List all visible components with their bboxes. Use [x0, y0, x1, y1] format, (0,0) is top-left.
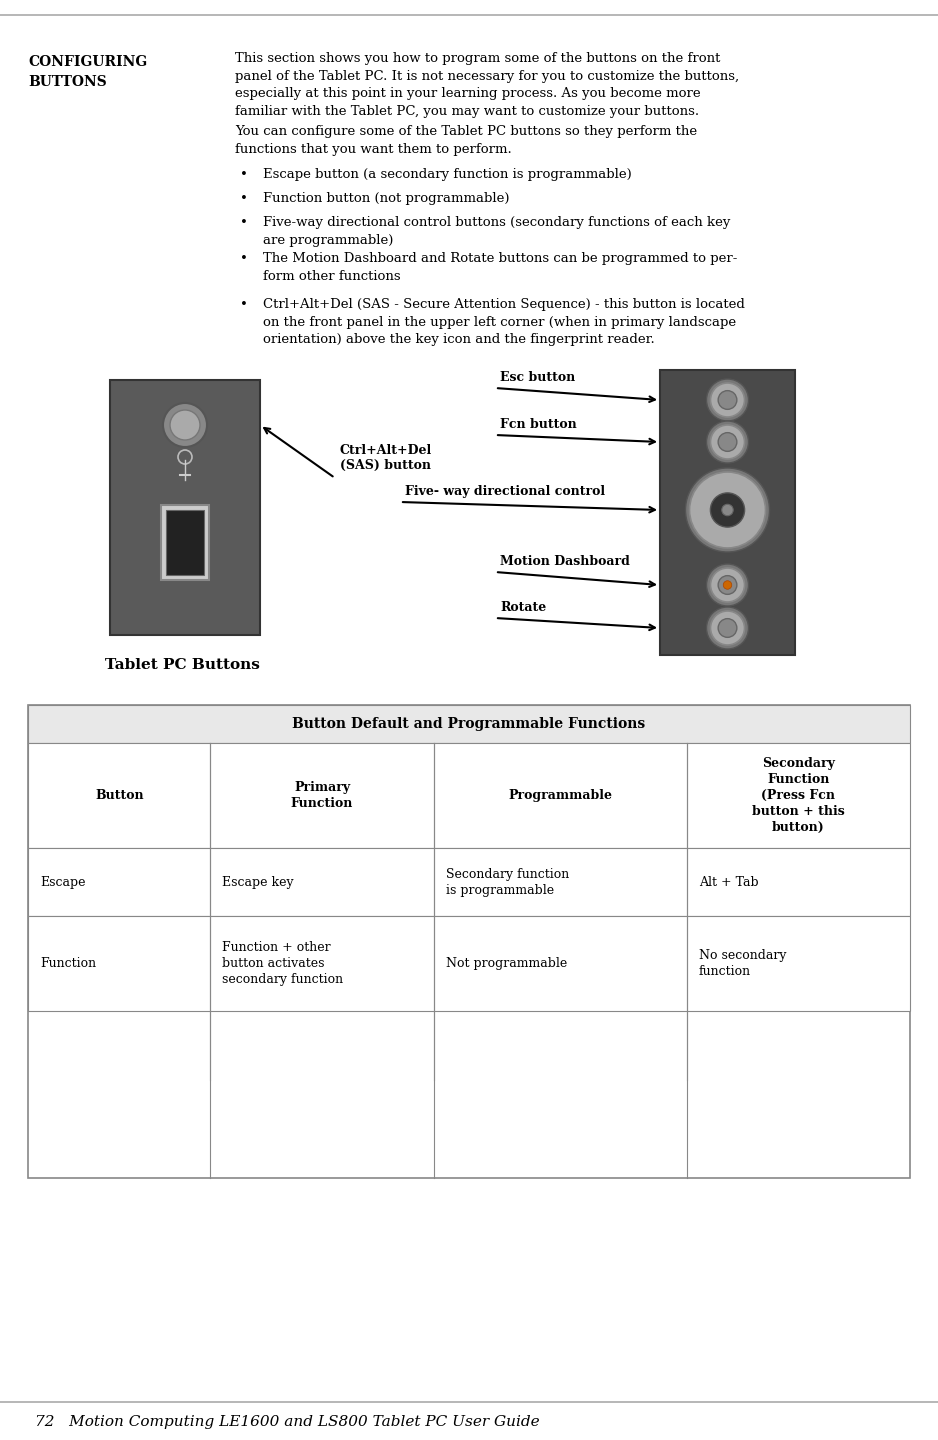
Text: Primary
Function: Primary Function: [291, 780, 354, 809]
Bar: [28, 916, 910, 1011]
Circle shape: [710, 567, 745, 602]
Text: CONFIGURING: CONFIGURING: [28, 55, 147, 69]
Text: Button: Button: [95, 789, 144, 802]
Text: Rotate: Rotate: [500, 600, 546, 613]
Circle shape: [723, 580, 732, 589]
Text: •: •: [240, 252, 248, 265]
Text: Alt + Tab: Alt + Tab: [699, 876, 759, 888]
Text: Escape key: Escape key: [222, 876, 295, 888]
Circle shape: [710, 383, 745, 418]
Circle shape: [710, 611, 745, 645]
Circle shape: [689, 472, 765, 549]
Text: •: •: [240, 298, 248, 311]
Text: Not programmable: Not programmable: [446, 958, 567, 971]
Text: Button Default and Programmable Functions: Button Default and Programmable Function…: [293, 717, 645, 732]
Text: Motion Dashboard: Motion Dashboard: [500, 554, 630, 567]
Text: Five-way directional control buttons (secondary functions of each key
are progra: Five-way directional control buttons (se…: [263, 216, 731, 246]
Circle shape: [706, 379, 749, 420]
Circle shape: [706, 608, 749, 649]
Text: •: •: [240, 168, 248, 181]
Text: 72   Motion Computing LE1600 and LS800 Tablet PC User Guide: 72 Motion Computing LE1600 and LS800 Tab…: [35, 1416, 539, 1428]
Circle shape: [710, 492, 745, 527]
Circle shape: [706, 564, 749, 606]
Text: Fcn button: Fcn button: [500, 418, 577, 431]
Text: Function button (not programmable): Function button (not programmable): [263, 192, 509, 204]
Text: The Motion Dashboard and Rotate buttons can be programmed to per-
form other fun: The Motion Dashboard and Rotate buttons …: [263, 252, 737, 282]
Text: This section shows you how to program some of the buttons on the front
panel of : This section shows you how to program so…: [235, 52, 739, 118]
Circle shape: [719, 432, 737, 451]
Text: You can configure some of the Tablet PC buttons so they perform the
functions th: You can configure some of the Tablet PC …: [235, 125, 697, 156]
Text: Tablet PC Buttons: Tablet PC Buttons: [105, 658, 260, 672]
Text: •: •: [240, 216, 248, 229]
Text: •: •: [240, 192, 248, 204]
Circle shape: [706, 420, 749, 464]
Bar: [110, 380, 260, 635]
Text: Ctrl+Alt+Del
(SAS) button: Ctrl+Alt+Del (SAS) button: [340, 444, 432, 472]
Text: Function + other
button activates
secondary function: Function + other button activates second…: [222, 940, 343, 986]
Text: Programmable: Programmable: [508, 789, 613, 802]
Text: BUTTONS: BUTTONS: [28, 75, 107, 89]
Text: Function: Function: [40, 958, 96, 971]
Circle shape: [686, 468, 769, 552]
Text: Escape button (a secondary function is programmable): Escape button (a secondary function is p…: [263, 168, 632, 181]
Text: Esc button: Esc button: [500, 372, 575, 384]
Circle shape: [722, 504, 734, 516]
Bar: [161, 505, 209, 580]
Text: Secondary function
is programmable: Secondary function is programmable: [446, 867, 568, 897]
Text: No secondary
function: No secondary function: [699, 949, 786, 978]
Circle shape: [719, 390, 737, 409]
Bar: [660, 370, 795, 655]
Bar: [28, 706, 910, 1178]
Circle shape: [710, 425, 745, 459]
Bar: [28, 743, 910, 848]
Text: Secondary
Function
(Press Fcn
button + this
button): Secondary Function (Press Fcn button + t…: [752, 757, 845, 834]
Text: Five- way directional control: Five- way directional control: [405, 485, 605, 498]
Bar: [28, 848, 910, 916]
Bar: [28, 706, 910, 743]
Circle shape: [163, 403, 207, 446]
Circle shape: [719, 576, 737, 595]
Circle shape: [170, 410, 200, 441]
Text: Ctrl+Alt+Del (SAS - Secure Attention Sequence) - this button is located
on the f: Ctrl+Alt+Del (SAS - Secure Attention Seq…: [263, 298, 745, 346]
Text: Escape: Escape: [40, 876, 85, 888]
Bar: [166, 510, 204, 575]
Circle shape: [719, 619, 737, 638]
